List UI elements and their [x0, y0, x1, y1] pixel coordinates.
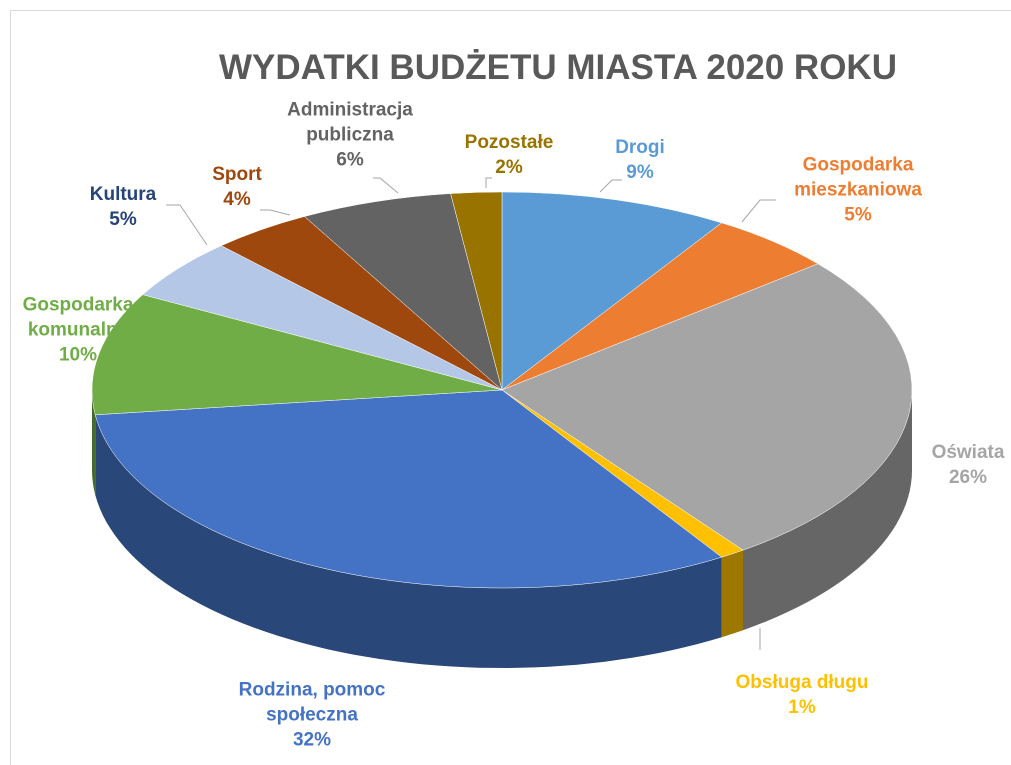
slice: [91, 294, 503, 416]
slice: [303, 193, 503, 391]
slice-side: [721, 550, 743, 638]
chart-title: WYDATKI BUDŻETU MIASTA 2020 ROKU: [219, 48, 897, 87]
slice: [450, 191, 503, 391]
data-label: Oświata 26%: [913, 440, 1011, 490]
leader-line: [166, 204, 208, 246]
label-value: 10%: [58, 344, 98, 366]
data-label: Gospodarka komunalna 10%: [3, 293, 153, 368]
data-label: Rodzina, pomoc społeczna 32%: [202, 678, 422, 753]
label-value: 5%: [844, 204, 872, 226]
leader-line: [260, 209, 291, 216]
slice: [501, 263, 913, 551]
label-value: 6%: [336, 149, 364, 171]
label-name: Kultura: [89, 184, 157, 205]
leader-line: [599, 179, 622, 193]
chart-border: [10, 10, 1011, 765]
data-label: Gospodarka mieszkaniowa 5%: [768, 153, 948, 228]
leader-line: [741, 199, 776, 223]
slice-side: [95, 414, 722, 668]
label-name: Obsługa długu: [735, 672, 869, 693]
leader-line: [485, 177, 492, 188]
label-name: Gospodarka mieszkaniowa: [794, 154, 922, 201]
label-name: Sport: [212, 164, 262, 185]
label-name: Rodzina, pomoc społeczna: [238, 679, 386, 726]
label-name: Administracja publiczna: [287, 99, 413, 146]
label-value: 9%: [626, 162, 654, 183]
data-label: Drogi 9%: [580, 135, 700, 185]
label-name: Gospodarka komunalna: [22, 294, 134, 341]
data-label: Kultura 5%: [73, 182, 173, 232]
label-value: 1%: [788, 697, 816, 718]
slice-side: [92, 390, 96, 495]
data-label: Administracja publiczna 6%: [265, 98, 435, 173]
label-value: 2%: [495, 157, 523, 178]
leader-line: [373, 177, 399, 194]
label-value: 5%: [109, 209, 137, 230]
slice: [501, 191, 723, 391]
data-label: Pozostałe 2%: [449, 130, 569, 180]
label-name: Drogi: [615, 137, 665, 158]
slice-side: [743, 390, 912, 631]
label-value: 32%: [292, 729, 332, 751]
data-label: Sport 4%: [187, 162, 287, 212]
label-name: Oświata: [931, 442, 1005, 463]
label-value: 26%: [948, 467, 988, 488]
slice: [94, 389, 723, 589]
label-value: 4%: [223, 189, 251, 210]
label-name: Pozostałe: [464, 132, 554, 153]
data-label: Obsługa długu 1%: [702, 670, 902, 720]
